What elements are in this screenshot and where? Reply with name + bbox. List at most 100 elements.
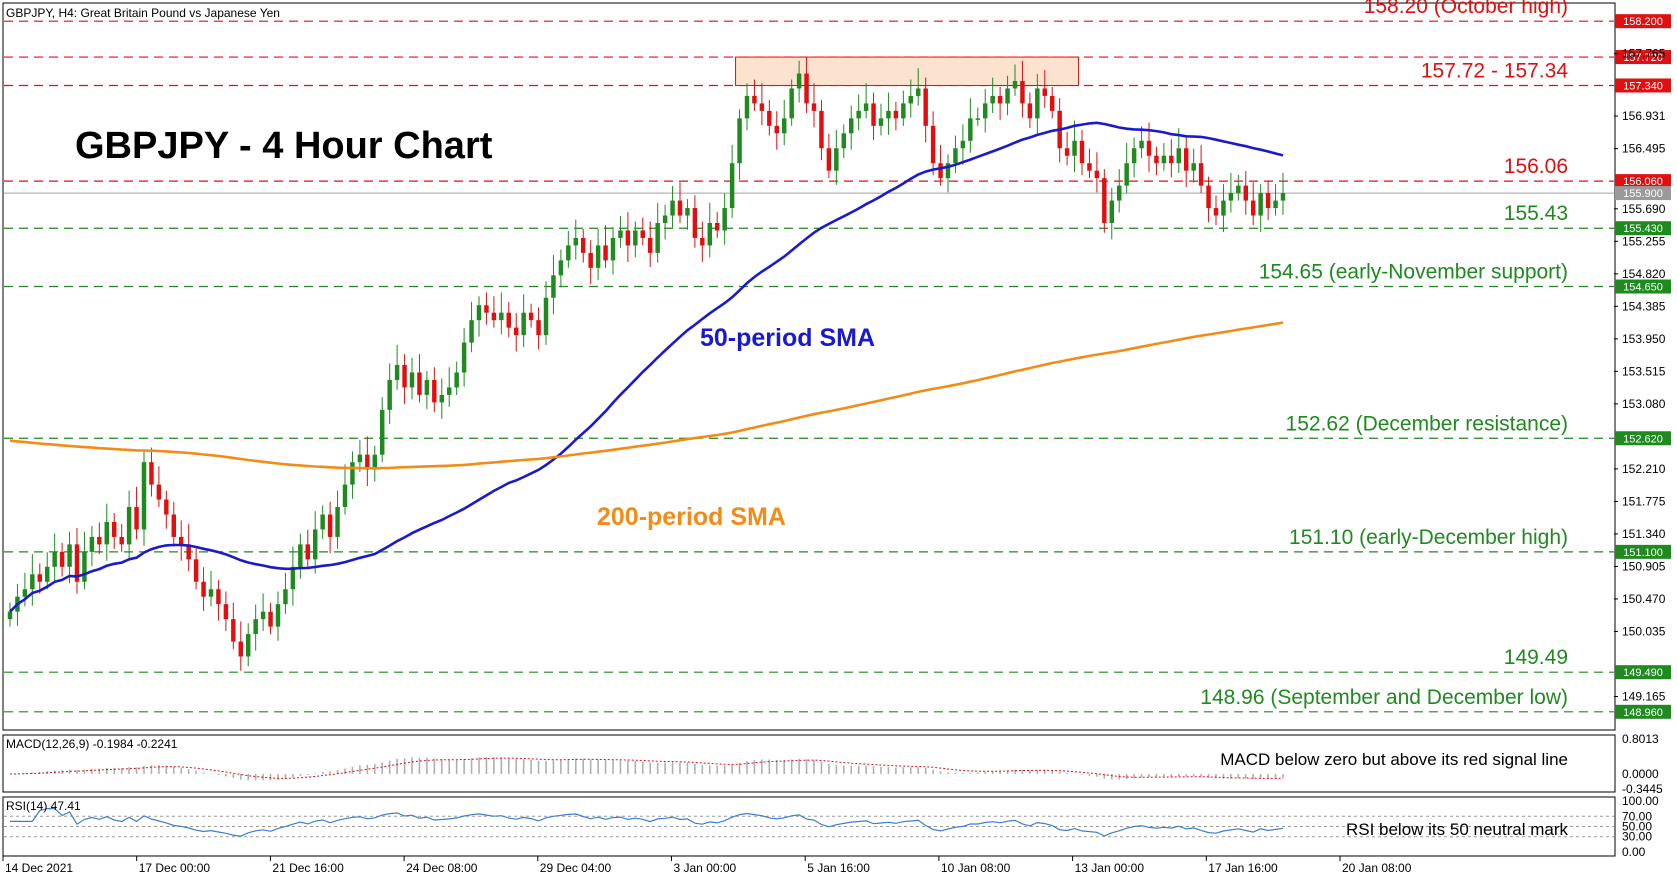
- candle-body: [848, 118, 854, 134]
- candle-body: [1094, 170, 1100, 179]
- candle-body: [409, 372, 415, 388]
- price-panel-frame: [2, 2, 1616, 731]
- candle-body: [67, 544, 72, 567]
- y-tick-label: 150.470: [1622, 592, 1666, 606]
- candle-body: [953, 148, 958, 164]
- level-annotation: 158.20 (October high): [1364, 0, 1568, 18]
- candle-body: [1161, 155, 1167, 164]
- candle-body: [543, 297, 549, 336]
- y-tick-label: 154.385: [1622, 299, 1666, 313]
- candle-body: [208, 589, 214, 597]
- y-tick-label: 157.765: [1622, 47, 1666, 61]
- level-price-flag-label: 149.490: [1623, 667, 1663, 679]
- candle-body: [908, 95, 914, 104]
- candle-body: [670, 200, 675, 216]
- candle-body: [134, 507, 139, 530]
- candle-body: [1109, 200, 1115, 223]
- candle-body: [1243, 185, 1249, 201]
- candle-body: [82, 551, 87, 582]
- candle-body: [357, 454, 363, 463]
- candle-body: [394, 365, 400, 380]
- x-tick-label: 10 Jan 08:00: [941, 861, 1011, 875]
- horizontal-levels: 158.200 158.20 (October high) 157.720 157.3…: [4, 0, 1671, 719]
- candle-body: [915, 88, 921, 96]
- current-price-flag: [1615, 186, 1671, 201]
- level-price-flag: [1615, 221, 1671, 236]
- level-annotation: 156.06: [1504, 155, 1568, 178]
- candle-body: [499, 312, 504, 321]
- candle-body: [446, 387, 452, 395]
- candle-body: [752, 95, 757, 104]
- y-tick-label: 150.035: [1622, 624, 1666, 638]
- candle-body: [1213, 208, 1219, 216]
- candle-body: [379, 409, 385, 455]
- candle-body: [22, 589, 28, 597]
- candle-body: [149, 462, 154, 485]
- candle-body: [1116, 185, 1122, 201]
- candle-body: [744, 95, 750, 119]
- x-tick-label: 24 Dec 08:00: [406, 861, 478, 875]
- sma200-line: [9, 321, 1284, 470]
- candle-body: [119, 536, 124, 545]
- candle-body: [707, 222, 713, 246]
- candle-body: [506, 312, 512, 328]
- candle-body: [476, 305, 482, 321]
- level-annotation: 152.62 (December resistance): [1286, 412, 1568, 435]
- candle-body: [1005, 88, 1010, 104]
- candle-body: [1079, 140, 1085, 164]
- macd-label: MACD(12,26,9) -0.1984 -0.2241: [6, 737, 178, 751]
- candle-body: [1154, 155, 1159, 164]
- level-annotation: 148.96 (September and December low): [1200, 686, 1568, 709]
- candle-body: [625, 230, 631, 246]
- candle-body: [1012, 80, 1018, 89]
- candle-body: [372, 454, 378, 470]
- candle-body: [186, 544, 191, 560]
- candle-body: [982, 103, 988, 119]
- candle-body: [171, 514, 177, 537]
- resistance-zone: [735, 56, 1080, 86]
- candle-body: [863, 103, 869, 111]
- x-tick-label: 20 Jan 08:00: [1342, 861, 1412, 875]
- level-price-flag-label: 156.060: [1623, 176, 1663, 188]
- candle-body: [804, 73, 809, 104]
- candle-body: [729, 163, 735, 209]
- candle-body: [1198, 163, 1204, 186]
- y-tick-label: 153.080: [1622, 397, 1666, 411]
- candle-body: [350, 462, 355, 485]
- candle-body: [923, 88, 928, 126]
- candle-body: [580, 237, 586, 253]
- candle-body: [312, 529, 318, 560]
- candle-body: [231, 619, 236, 642]
- level-price-flag: [1615, 431, 1671, 446]
- candle-body: [424, 379, 430, 395]
- level-price-flag: [1615, 279, 1671, 294]
- candle-body: [74, 544, 80, 582]
- candle-body: [52, 551, 57, 567]
- level-annotation: 154.65 (early-November support): [1259, 261, 1568, 284]
- candle-body: [968, 118, 973, 141]
- candle-body: [454, 372, 459, 388]
- candle-body: [886, 110, 891, 119]
- candle-body: [342, 484, 348, 508]
- candle-body: [662, 215, 668, 223]
- rsi-panel-frame: [2, 796, 1616, 857]
- sma50-label: 50-period SMA: [700, 324, 875, 352]
- level-annotation: 151.10 (early-December high): [1289, 526, 1568, 549]
- rsi-label: RSI(14) 47.41: [6, 799, 81, 813]
- candle-body: [677, 200, 683, 216]
- rsi-y-tick-label: 70.00: [1622, 809, 1652, 823]
- candle-body: [193, 559, 199, 582]
- candle-body: [141, 462, 147, 530]
- candle-body: [417, 372, 422, 395]
- y-tick-label: 152.210: [1622, 462, 1666, 476]
- candle-body: [298, 544, 303, 567]
- candle-body: [1191, 163, 1196, 171]
- candle-body: [1228, 193, 1234, 201]
- macd-signal-line: [9, 757, 1283, 779]
- moving-averages: [9, 121, 1284, 613]
- candle-body: [700, 237, 705, 246]
- rsi-y-tick-label: 100.00: [1622, 794, 1659, 808]
- candle-body: [1027, 103, 1033, 119]
- candle-body: [283, 589, 288, 605]
